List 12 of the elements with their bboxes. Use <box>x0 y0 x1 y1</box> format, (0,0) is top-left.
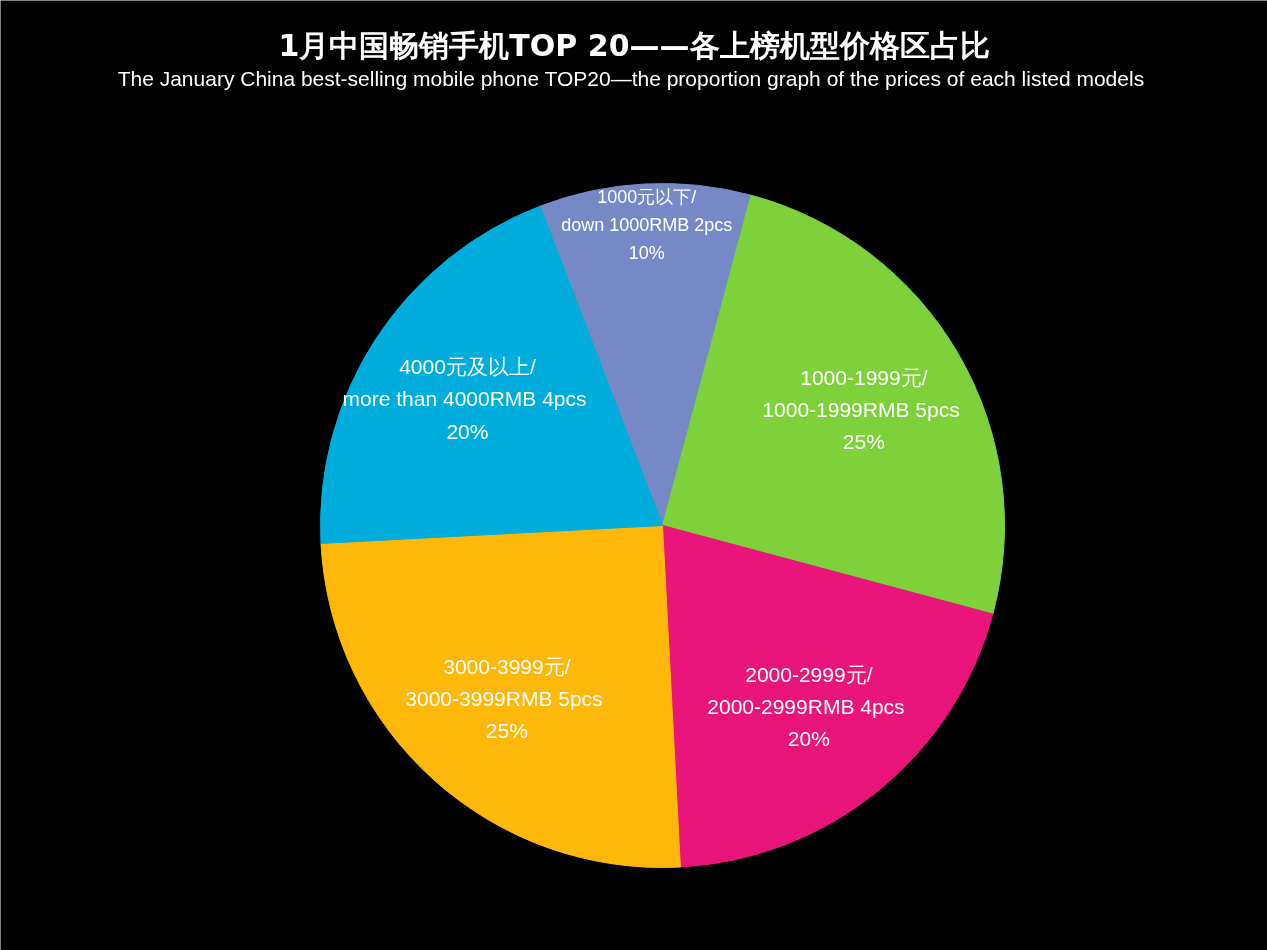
data-label: 20% <box>787 726 830 750</box>
slice-label: 1000元以下/ down 1000RMB 2pcs <box>561 186 733 235</box>
slice-label: 1000-1999元/ 1000-1999RMB 5pcs <box>762 365 960 421</box>
data-label: 20% <box>446 419 489 443</box>
data-label: 10% <box>628 242 665 263</box>
data-label: 25% <box>842 429 885 453</box>
slice-label: 2000-2999元/ 2000-2999RMB 4pcs <box>707 662 905 718</box>
chart-title: 1月中国畅销手机TOP 20——各上榜机型价格区占比 <box>278 28 990 63</box>
slice-label: 3000-3999元/ 3000-3999RMB 5pcs <box>405 654 603 710</box>
slice-label: 4000元及以上/ more than 4000RMB 4pcs <box>342 355 587 411</box>
chart-subtitle: The January China best-selling mobile phone TOP20—the proportion graph of the prices of each listed models <box>117 67 1145 90</box>
data-label: 25% <box>485 719 528 743</box>
